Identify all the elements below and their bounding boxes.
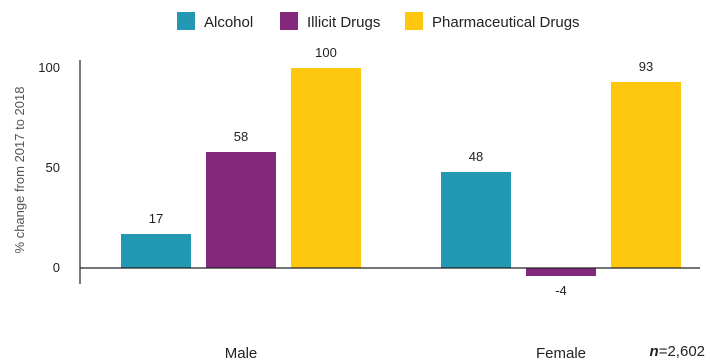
data-labels: 17 58 100 48 -4 93 — [149, 45, 653, 298]
y-tick-label: 50 — [46, 160, 60, 175]
data-label: 58 — [234, 129, 248, 144]
bar — [291, 68, 361, 268]
y-tick-label: 100 — [38, 60, 60, 75]
y-tick-label: 0 — [53, 260, 60, 275]
category-label: Male — [225, 345, 258, 362]
legend-label: Illicit Drugs — [307, 14, 380, 31]
bar — [121, 234, 191, 268]
data-label: 93 — [639, 59, 653, 74]
data-label: 48 — [469, 149, 483, 164]
bar — [611, 82, 681, 268]
sample-size-value: =2,602 — [659, 343, 705, 360]
category-label: Female — [536, 345, 586, 362]
legend-swatch — [177, 12, 195, 30]
sample-size-note: n=2,602 — [650, 343, 705, 360]
y-axis-label: % change from 2017 to 2018 — [12, 87, 27, 254]
bars — [121, 68, 681, 276]
y-axis-ticks: 0 50 100 — [38, 60, 60, 275]
legend: Alcohol Illicit Drugs Pharmaceutical Drugs — [177, 12, 580, 31]
bar — [441, 172, 511, 268]
legend-swatch — [405, 12, 423, 30]
legend-label: Alcohol — [204, 14, 253, 31]
bar — [526, 268, 596, 276]
bar — [206, 152, 276, 268]
category-labels: Male Female — [225, 345, 586, 362]
sample-size-n: n — [650, 343, 659, 360]
legend-swatch — [280, 12, 298, 30]
legend-label: Pharmaceutical Drugs — [432, 14, 580, 31]
data-label: -4 — [555, 283, 567, 298]
data-label: 100 — [315, 45, 337, 60]
data-label: 17 — [149, 211, 163, 226]
